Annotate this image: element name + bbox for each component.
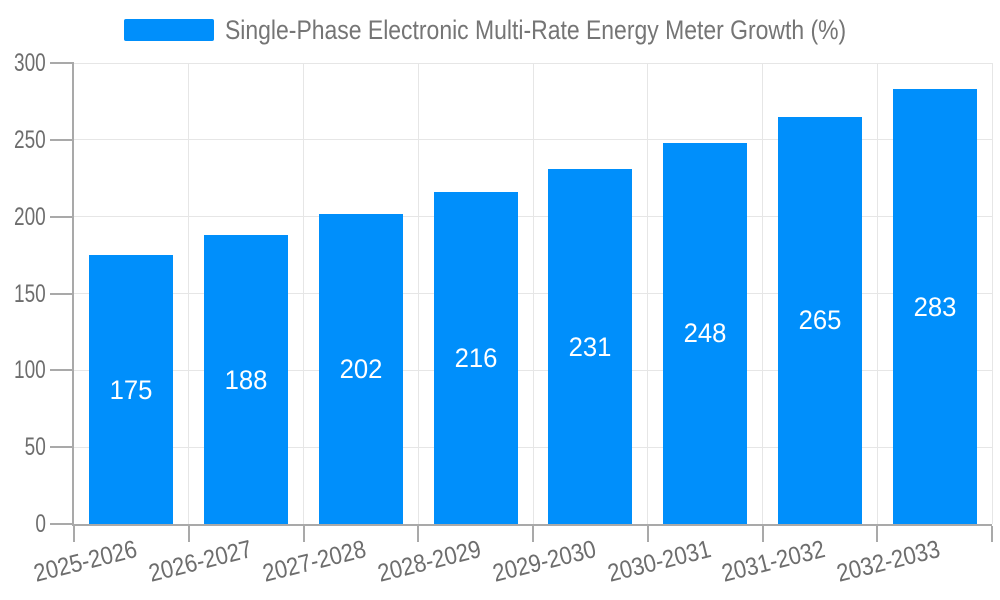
y-axis-tick: [50, 446, 74, 449]
y-axis-label: 300: [0, 50, 46, 76]
x-axis-tick: [761, 526, 764, 542]
x-axis-tick: [991, 526, 993, 542]
x-axis-tick: [73, 526, 75, 542]
y-axis-label: 0: [0, 511, 46, 537]
gridline-vertical: [876, 63, 878, 524]
y-axis-label-text: 0: [35, 510, 46, 538]
bar-2029-2030[interactable]: [548, 169, 633, 524]
y-axis-label-text: 100: [14, 356, 46, 385]
x-axis-tick: [532, 526, 534, 542]
y-axis-tick: [50, 523, 74, 525]
y-axis-label-text: 250: [14, 125, 46, 154]
y-axis-label: 100: [0, 357, 46, 383]
bar-2027-2028[interactable]: [318, 213, 403, 524]
y-axis-tick: [50, 62, 74, 64]
x-axis-tick: [646, 526, 649, 542]
y-axis-label-text: 200: [14, 202, 46, 231]
gridline-vertical: [417, 63, 419, 524]
bar-2026-2027[interactable]: [204, 235, 289, 524]
y-axis-label: 200: [0, 204, 46, 230]
x-axis-label: 2032-2033: [0, 535, 943, 588]
gridline-vertical: [991, 63, 993, 524]
y-axis-label: 150: [0, 281, 46, 307]
legend-item[interactable]: Single-Phase Electronic Multi-Rate Energ…: [0, 0, 1000, 52]
y-axis-label-text: 300: [14, 49, 46, 77]
x-axis-tick: [302, 526, 305, 542]
bar-2028-2029[interactable]: [433, 192, 518, 524]
y-axis-label-text: 50: [24, 433, 46, 462]
y-axis-label: 250: [0, 127, 46, 153]
gridline-vertical: [647, 63, 649, 524]
gridline-vertical: [303, 63, 304, 524]
y-axis-label: 50: [0, 434, 46, 460]
gridline-vertical: [188, 63, 190, 524]
bar-2031-2032[interactable]: [777, 116, 862, 524]
y-axis-tick: [50, 215, 74, 218]
bar-2030-2031[interactable]: [663, 142, 748, 524]
x-axis-label-text: 2032-2033: [834, 535, 943, 588]
y-axis-tick: [50, 369, 74, 372]
x-axis-tick: [187, 526, 190, 542]
legend-swatch: [124, 19, 214, 41]
x-axis-tick: [417, 526, 420, 542]
gridline-vertical: [762, 63, 763, 524]
y-axis-tick: [50, 292, 74, 295]
y-axis-line: [72, 63, 74, 526]
bar-2032-2033[interactable]: [892, 89, 977, 524]
x-axis-line: [72, 524, 992, 526]
legend-series-label: Single-Phase Electronic Multi-Rate Energ…: [225, 15, 847, 45]
y-axis-tick: [50, 138, 74, 141]
bar-2025-2026[interactable]: [89, 255, 174, 524]
x-axis-tick: [876, 526, 879, 542]
gridline-vertical: [532, 63, 534, 524]
y-axis-label-text: 150: [14, 279, 46, 308]
